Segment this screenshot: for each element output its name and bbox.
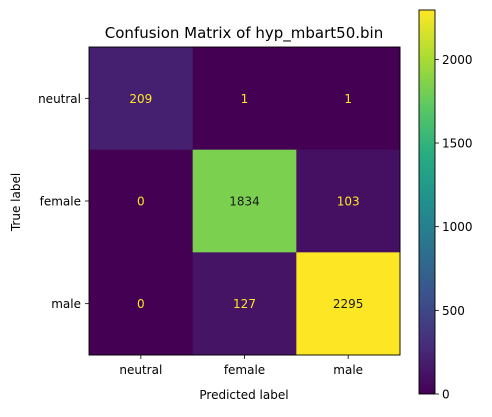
cell-value-label: 1	[241, 92, 249, 106]
cell-female-female	[192, 149, 297, 253]
colorbar-tick-label: 1500	[442, 137, 473, 151]
cell-value-label: 1	[344, 92, 352, 106]
y-axis-label: True label	[9, 173, 23, 232]
cell-value-label: 2295	[333, 297, 364, 311]
plot-frame	[88, 46, 401, 356]
y-tick-label: male	[51, 297, 81, 311]
cell-female-male	[296, 149, 401, 253]
colorbar-tick-label: 2000	[442, 53, 473, 67]
cell-male-neutral	[89, 252, 194, 356]
cell-female-neutral	[89, 149, 194, 253]
cell-male-female	[192, 252, 297, 356]
colorbar-tick-label: 1000	[442, 220, 473, 234]
colorbar-tick-label: 500	[442, 304, 465, 318]
cell-male-male	[296, 252, 401, 356]
y-ticks: neutral female male	[38, 92, 89, 311]
matrix-cells	[89, 47, 401, 356]
x-tick-label: male	[333, 363, 363, 377]
cell-value-label: 127	[233, 297, 256, 311]
cell-value-label: 0	[137, 195, 145, 209]
cell-value-label: 209	[129, 92, 152, 106]
chart-title: Confusion Matrix of hyp_mbart50.bin	[105, 24, 383, 43]
cell-neutral-neutral	[89, 47, 194, 151]
colorbar-tick-label: 0	[442, 388, 450, 402]
cell-annotations: 209 1 1 0 1834 103 0 127 2295	[129, 92, 363, 311]
cell-value-label: 103	[337, 195, 360, 209]
cell-neutral-male	[296, 47, 401, 151]
cell-neutral-female	[192, 47, 297, 151]
cell-value-label: 1834	[229, 195, 260, 209]
y-tick-label: female	[40, 195, 81, 209]
x-ticks: neutral female male	[119, 355, 363, 377]
x-tick-label: female	[224, 363, 265, 377]
x-tick-label: neutral	[119, 363, 162, 377]
cell-value-label: 0	[137, 297, 145, 311]
x-axis-label: Predicted label	[199, 388, 288, 402]
colorbar-gradient	[418, 9, 436, 395]
y-tick-label: neutral	[38, 92, 81, 106]
colorbar: 0 500 1000 1500 2000	[418, 9, 473, 402]
